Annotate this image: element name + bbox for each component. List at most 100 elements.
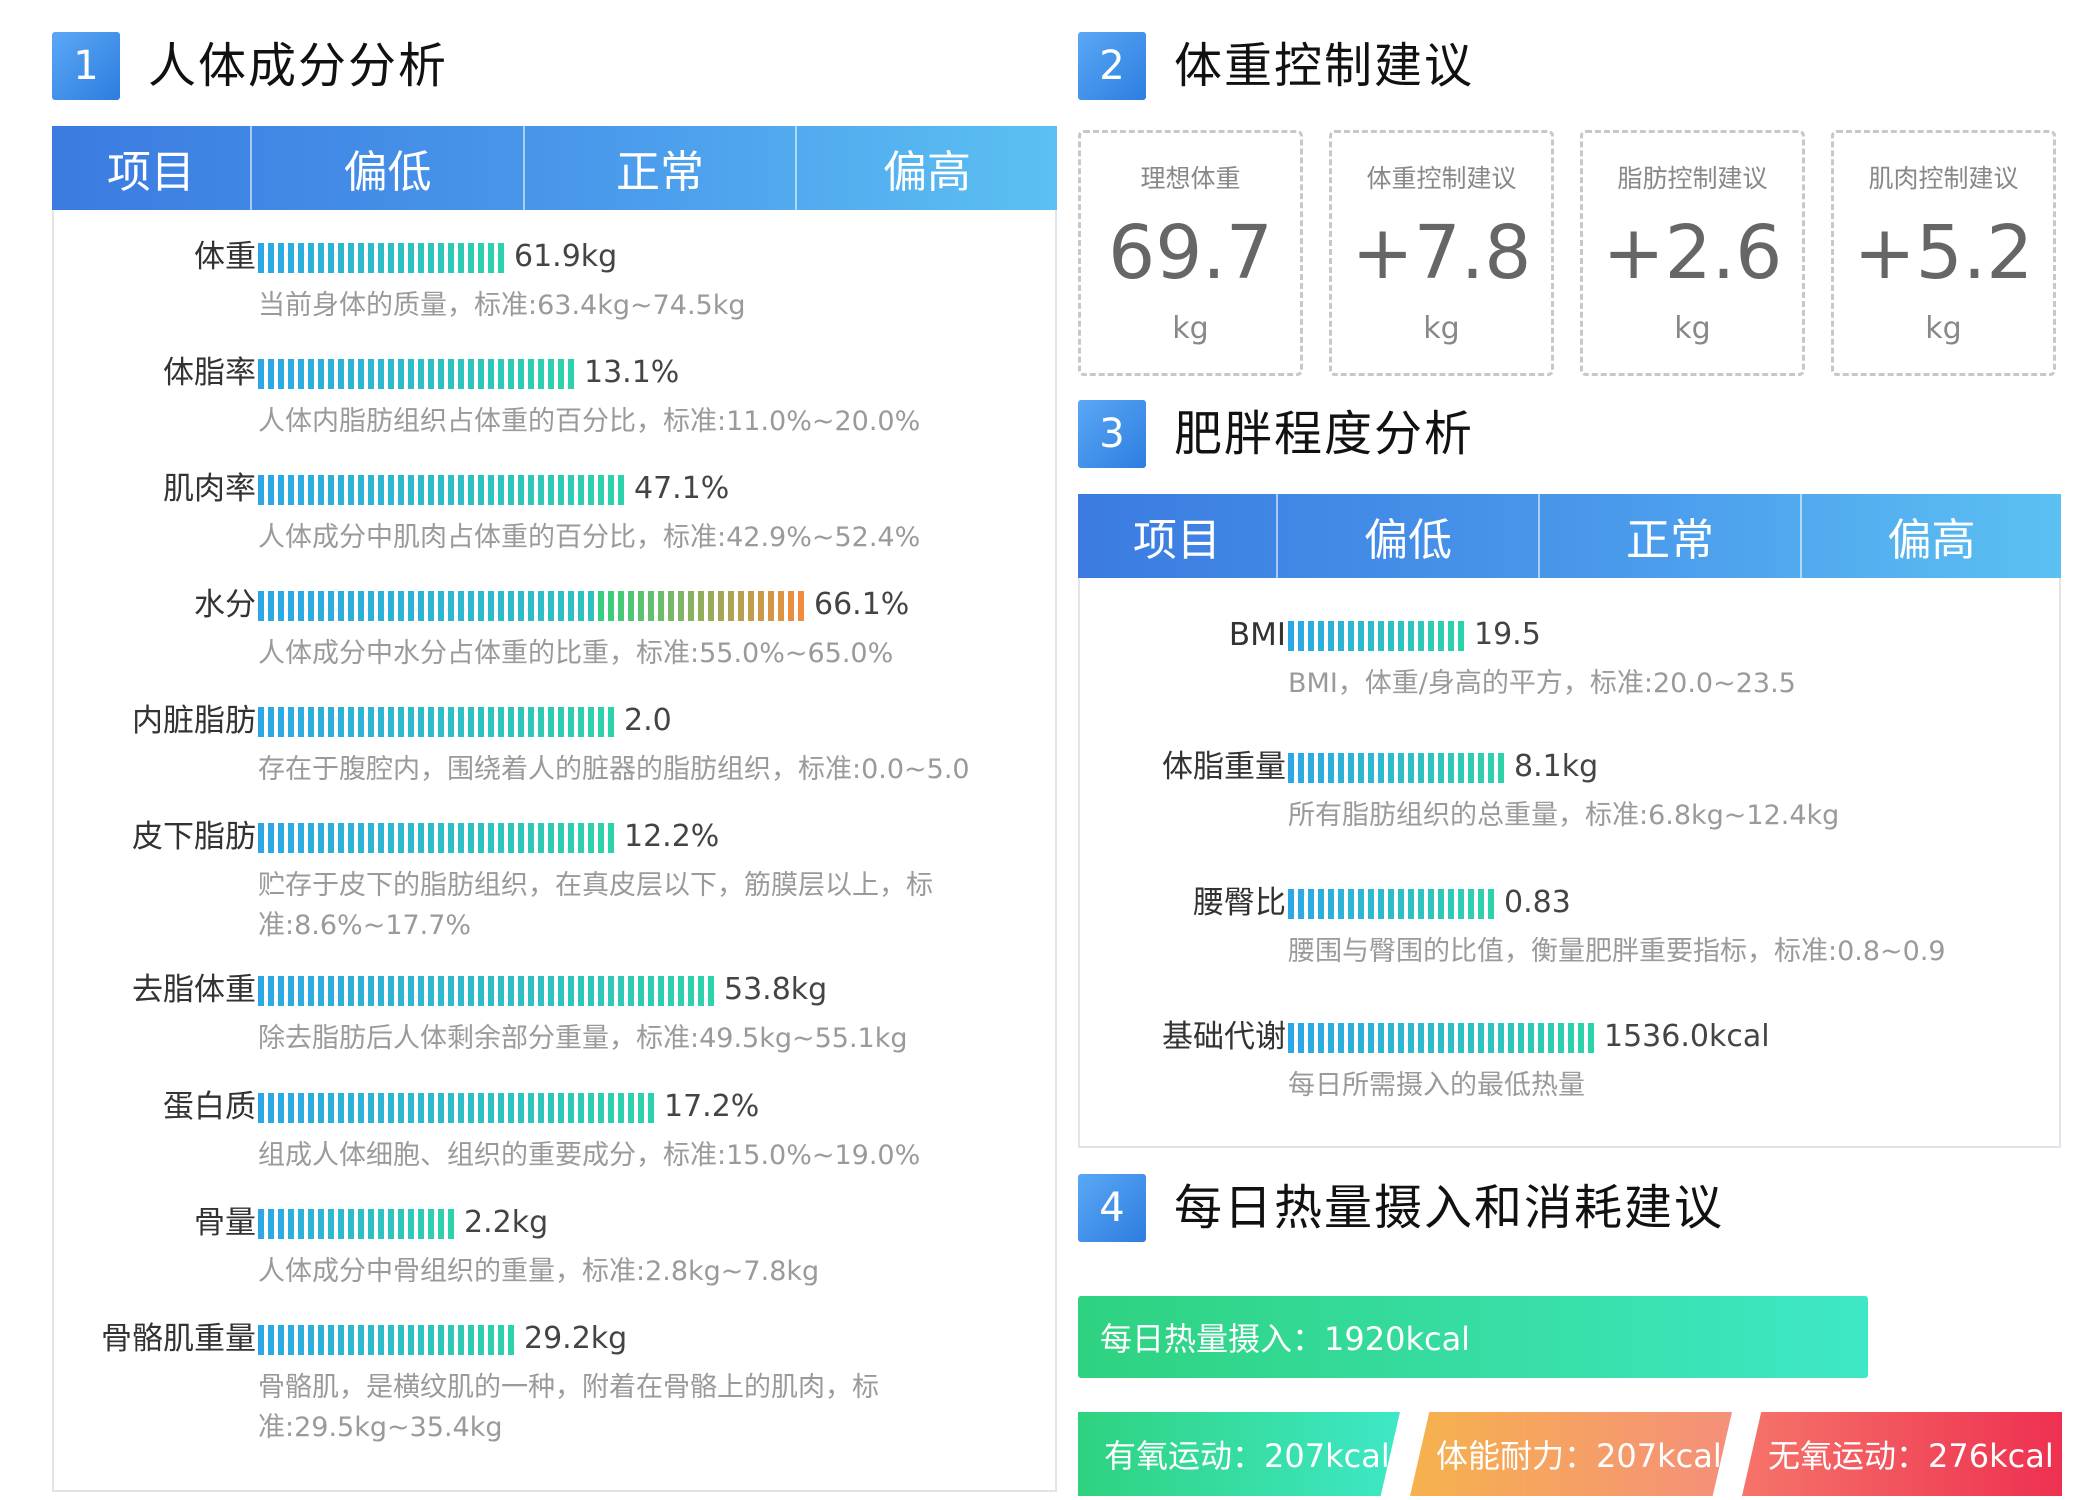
col-item: 项目 — [52, 126, 252, 210]
bar-segment — [618, 1093, 624, 1123]
bar-segment — [458, 591, 464, 621]
bar-segment — [418, 707, 424, 737]
bar-segment — [368, 475, 374, 505]
bar-segment — [388, 823, 394, 853]
metric-bar-graphic — [258, 976, 714, 1006]
bar-segment — [1328, 889, 1334, 919]
bar-segment — [528, 359, 534, 389]
bar-segment — [518, 591, 524, 621]
bar-segment — [318, 243, 324, 273]
bar-segment — [798, 591, 804, 621]
anaerobic-bar: 无氧运动：276kcal — [1742, 1412, 2062, 1496]
bar-segment — [488, 359, 494, 389]
card-weight-control: 体重控制建议 +7.8 kg — [1329, 130, 1554, 376]
metric-description: 每日所需摄入的最低热量 — [1288, 1070, 1585, 1101]
metric-description: 人体内脂肪组织占体重的百分比，标准:11.0%~20.0% — [258, 406, 921, 437]
bar-segment — [468, 243, 474, 273]
bar-segment — [1458, 753, 1464, 783]
endurance-bar: 体能耐力：207kcal — [1410, 1412, 1732, 1496]
bar-segment — [368, 823, 374, 853]
metric-label-cell: 肌肉率 — [54, 470, 256, 508]
bar-segment — [1308, 1023, 1314, 1053]
metric-label: 肌肉率 — [163, 471, 256, 507]
metric-row: 皮下脂肪 12.2% 贮存于皮下的脂肪组织，在真皮层以下，筋膜层以上，标准:8.6%… — [54, 818, 1055, 941]
bar-segment — [358, 1209, 364, 1239]
metric-row: 基础代谢 1536.0kcal 每日所需摄入的最低热量 — [1080, 1018, 2059, 1118]
bar-segment — [278, 1209, 284, 1239]
metric-bar — [258, 707, 625, 737]
metric-label-cell: 骨骼肌重量 — [54, 1320, 256, 1358]
metric-label-cell: 水分 — [54, 586, 256, 624]
bar-segment — [338, 1325, 344, 1355]
bar-segment — [448, 1093, 454, 1123]
bar-segment — [428, 976, 434, 1006]
metric-value: 61.9kg — [514, 239, 618, 274]
bar-segment — [488, 591, 494, 621]
bar-segment — [358, 1325, 364, 1355]
bar-segment — [1448, 1023, 1454, 1053]
bar-segment — [608, 823, 614, 853]
metric-bar-graphic — [1288, 753, 1504, 783]
bar-segment — [398, 475, 404, 505]
bar-segment — [448, 591, 454, 621]
bar-segment — [1528, 1023, 1534, 1053]
bar-segment — [358, 591, 364, 621]
bar-segment — [598, 823, 604, 853]
bar-segment — [678, 591, 684, 621]
bar-segment — [358, 243, 364, 273]
bar-segment — [328, 823, 334, 853]
metric-description: 腰围与臀围的比值，衡量肥胖重要指标，标准:0.8~0.9 — [1288, 936, 1946, 967]
bar-segment — [388, 1093, 394, 1123]
bar-segment — [608, 475, 614, 505]
col-normal: 正常 — [525, 126, 797, 210]
bar-segment — [1428, 753, 1434, 783]
metric-label-cell: 腰臀比 — [1080, 884, 1286, 922]
bar-segment — [378, 359, 384, 389]
bar-segment — [1438, 621, 1444, 651]
metric-bar — [1288, 1023, 1605, 1053]
bar-segment — [338, 475, 344, 505]
bar-segment — [418, 976, 424, 1006]
metric-row: 体脂率 13.1% 人体内脂肪组织占体重的百分比，标准:11.0%~20.0% — [54, 354, 1055, 454]
metric-description: 贮存于皮下的脂肪组织，在真皮层以下，筋膜层以上，标准:8.6%~17.7% — [258, 870, 933, 941]
bar-segment — [1348, 621, 1354, 651]
bar-segment — [438, 359, 444, 389]
bar-segment — [368, 591, 374, 621]
metric-value: 1536.0kcal — [1604, 1019, 1770, 1054]
bar-segment — [348, 475, 354, 505]
bar-segment — [398, 359, 404, 389]
bar-segment — [378, 1209, 384, 1239]
bar-segment — [528, 591, 534, 621]
bar-segment — [1468, 889, 1474, 919]
metric-label: 骨骼肌重量 — [101, 1321, 256, 1357]
bar-segment — [258, 823, 264, 853]
metric-label: 骨量 — [194, 1205, 256, 1241]
bar-segment — [278, 243, 284, 273]
bar-segment — [258, 707, 264, 737]
bar-segment — [1308, 621, 1314, 651]
bar-segment — [578, 1093, 584, 1123]
bar-segment — [568, 976, 574, 1006]
bar-segment — [468, 1325, 474, 1355]
bar-segment — [698, 591, 704, 621]
bar-segment — [488, 823, 494, 853]
bar-segment — [548, 823, 554, 853]
bar-segment — [498, 591, 504, 621]
bar-segment — [298, 243, 304, 273]
bar-segment — [388, 475, 394, 505]
bar-segment — [508, 475, 514, 505]
bar-segment — [308, 359, 314, 389]
metric-label-cell: 体脂率 — [54, 354, 256, 392]
bar-segment — [478, 243, 484, 273]
bar-segment — [1498, 1023, 1504, 1053]
bar-segment — [508, 1093, 514, 1123]
section-number: 4 — [1078, 1174, 1146, 1242]
bar-segment — [358, 1093, 364, 1123]
card-ideal-weight: 理想体重 69.7 kg — [1078, 130, 1303, 376]
section-1-header: 1 人体成分分析 — [52, 32, 752, 104]
bar-segment — [388, 1325, 394, 1355]
bar-segment — [298, 475, 304, 505]
metric-label-cell: 体重 — [54, 238, 256, 276]
bar-segment — [268, 591, 274, 621]
bar-segment — [508, 976, 514, 1006]
